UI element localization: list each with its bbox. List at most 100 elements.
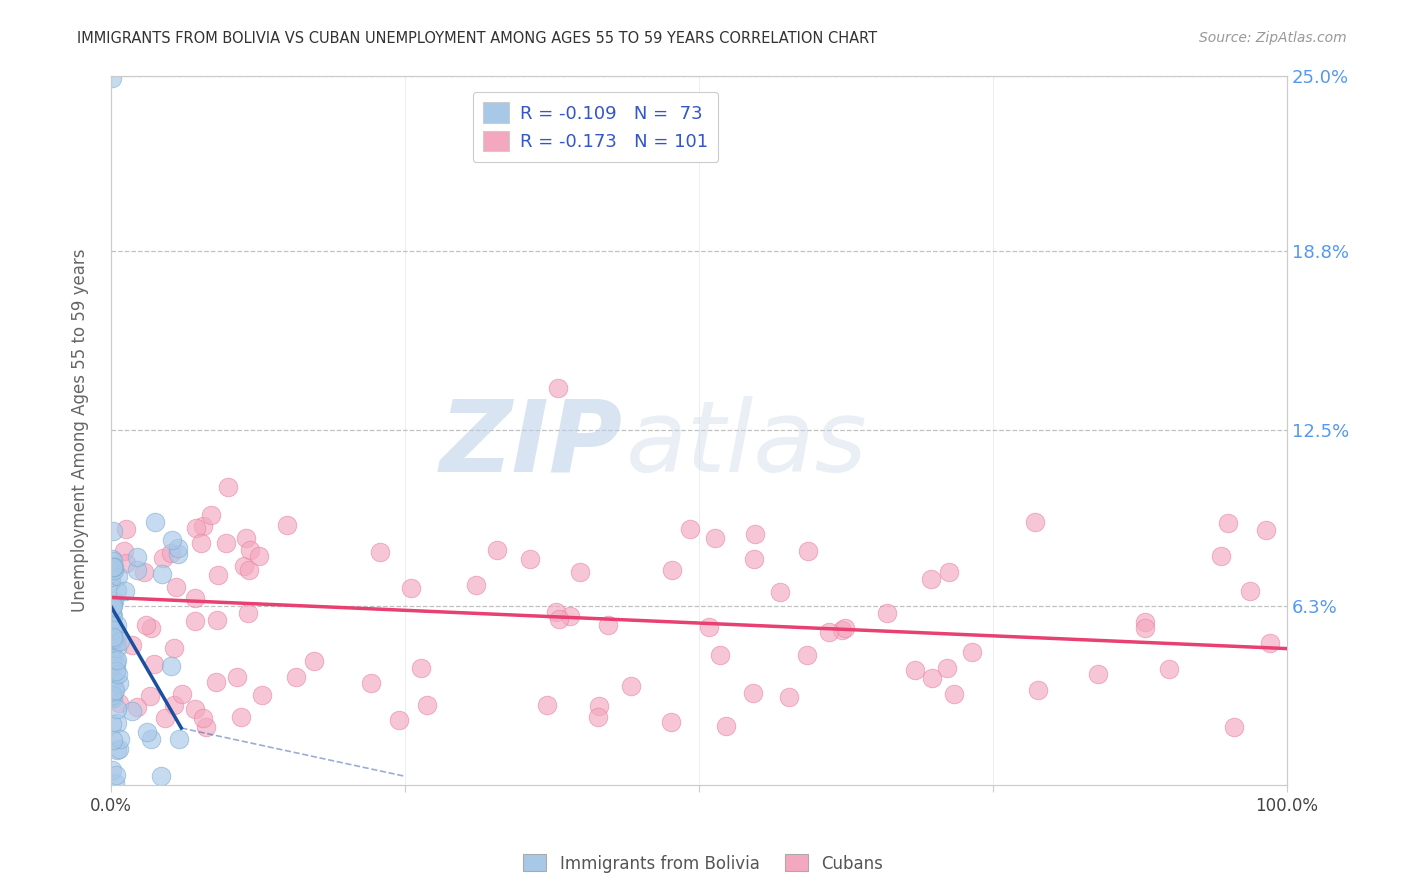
Point [101,632,124,646]
Point [1159,662,1181,676]
Point [536,698,558,712]
Point [125,563,148,577]
Point [139,690,162,704]
Point [1211,549,1233,563]
Point [486,542,509,557]
Point [190,535,212,549]
Point [586,710,609,724]
Point [716,719,738,733]
Text: Source: ZipAtlas.com: Source: ZipAtlas.com [1199,31,1347,45]
Point [100,561,122,575]
Point [205,613,228,627]
Point [938,565,960,579]
Point [108,696,131,710]
Point [1026,682,1049,697]
Point [101,633,124,648]
Point [160,658,183,673]
Point [121,638,143,652]
Point [1024,515,1046,529]
Point [831,623,853,637]
Point [143,515,166,529]
Point [276,518,298,533]
Point [141,621,163,635]
Point [103,683,125,698]
Legend: Immigrants from Bolivia, Cubans: Immigrants from Bolivia, Cubans [516,847,890,880]
Point [226,670,249,684]
Point [105,641,128,656]
Point [184,701,207,715]
Point [194,720,217,734]
Point [876,606,898,620]
Point [100,717,122,731]
Point [114,583,136,598]
Point [101,686,124,700]
Point [1133,621,1156,635]
Point [1216,516,1239,530]
Point [796,543,818,558]
Point [112,543,135,558]
Point [105,618,128,632]
Point [163,698,186,713]
Point [370,545,392,559]
Point [103,524,125,538]
Point [598,617,620,632]
Point [100,614,122,628]
Point [620,679,643,693]
Point [103,594,125,608]
Point [101,763,124,777]
Point [215,536,238,550]
Point [101,606,124,620]
Point [132,565,155,579]
Point [105,768,128,782]
Point [661,714,683,729]
Point [778,690,800,704]
Point [125,549,148,564]
Point [415,698,437,712]
Point [101,71,124,86]
Point [108,675,131,690]
Point [236,607,259,621]
Point [105,702,128,716]
Point [101,641,124,656]
Point [796,648,818,662]
Point [103,560,125,574]
Point [101,691,124,706]
Point [558,609,581,624]
Point [167,547,190,561]
Point [104,776,127,790]
Point [834,621,856,635]
Point [744,526,766,541]
Point [769,585,792,599]
Point [360,676,382,690]
Point [239,543,262,558]
Point [101,623,124,637]
Point [105,627,128,641]
Point [547,381,569,395]
Point [207,568,229,582]
Point [121,704,143,718]
Text: IMMIGRANTS FROM BOLIVIA VS CUBAN UNEMPLOYMENT AMONG AGES 55 TO 59 YEARS CORRELAT: IMMIGRANTS FROM BOLIVIA VS CUBAN UNEMPLO… [77,31,877,46]
Point [103,564,125,578]
Point [285,670,308,684]
Point [661,563,683,577]
Point [547,612,569,626]
Point [108,634,131,648]
Point [1222,720,1244,734]
Point [101,600,124,615]
Point [1135,615,1157,630]
Y-axis label: Unemployment Among Ages 55 to 59 years: Unemployment Among Ages 55 to 59 years [72,248,89,612]
Point [153,711,176,725]
Point [101,653,124,667]
Point [250,688,273,702]
Point [103,632,125,646]
Point [103,597,125,611]
Point [139,732,162,747]
Point [101,554,124,568]
Point [101,619,124,633]
Point [411,661,433,675]
Point [150,566,173,581]
Point [703,531,725,545]
Point [114,556,136,570]
Point [942,687,965,701]
Point [302,654,325,668]
